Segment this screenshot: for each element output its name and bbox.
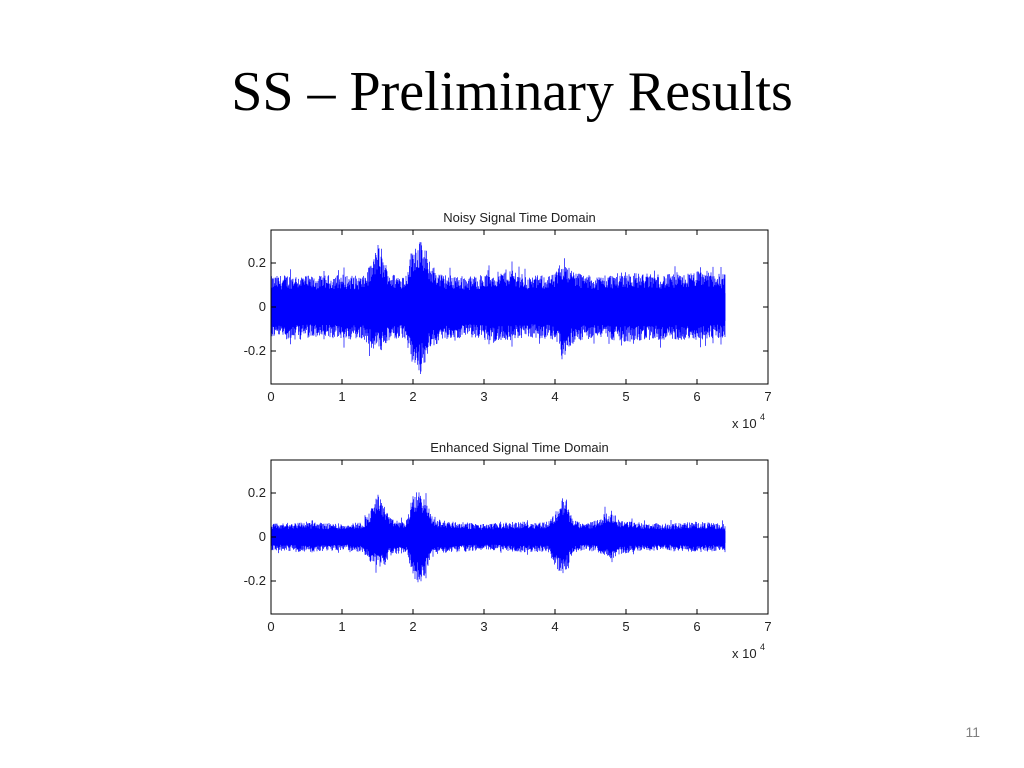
x-tick-label-2-0: 0 xyxy=(267,619,274,634)
x-tick-label-2-6: 6 xyxy=(693,619,700,634)
x-tick-label-1-3: 3 xyxy=(480,389,487,404)
x-exponent-2: 4 xyxy=(760,642,765,652)
x-tick-label-1-6: 6 xyxy=(693,389,700,404)
x-tick-label-1-5: 5 xyxy=(622,389,629,404)
y-tick-label-1-0: 0.2 xyxy=(248,255,266,270)
x-tick-label-2-7: 7 xyxy=(764,619,771,634)
chart-title-1: Noisy Signal Time Domain xyxy=(443,210,595,225)
x-tick-label-2-1: 1 xyxy=(338,619,345,634)
page-number: 11 xyxy=(965,724,980,740)
x-tick-label-2-5: 5 xyxy=(622,619,629,634)
x-exponent-label-2: x 10 xyxy=(732,646,757,661)
x-tick-label-2-2: 2 xyxy=(409,619,416,634)
x-tick-label-1-7: 7 xyxy=(764,389,771,404)
y-tick-label-1-2: -0.2 xyxy=(244,343,266,358)
chart-title-2: Enhanced Signal Time Domain xyxy=(430,440,609,455)
figure: Noisy Signal Time Domain 0 1 2 3 4 5 6 7 0.2 0 -0.2… xyxy=(244,210,772,661)
waveform-core-2 xyxy=(271,531,726,543)
y-tick-label-2-2: -0.2 xyxy=(244,573,266,588)
x-exponent-1: 4 xyxy=(760,412,765,422)
y-tick-label-2-0: 0.2 xyxy=(248,485,266,500)
x-tick-label-2-3: 3 xyxy=(480,619,487,634)
y-tick-label-2-1: 0 xyxy=(259,529,266,544)
y-tick-label-1-1: 0 xyxy=(259,299,266,314)
x-tick-label-1-2: 2 xyxy=(409,389,416,404)
x-tick-label-1-0: 0 xyxy=(267,389,274,404)
waveform-core-1 xyxy=(271,293,726,321)
slide-title: SS – Preliminary Results xyxy=(231,61,793,123)
x-tick-label-1-4: 4 xyxy=(551,389,558,404)
x-tick-label-1-1: 1 xyxy=(338,389,345,404)
x-tick-label-2-4: 4 xyxy=(551,619,558,634)
x-exponent-label-1: x 10 xyxy=(732,416,757,431)
